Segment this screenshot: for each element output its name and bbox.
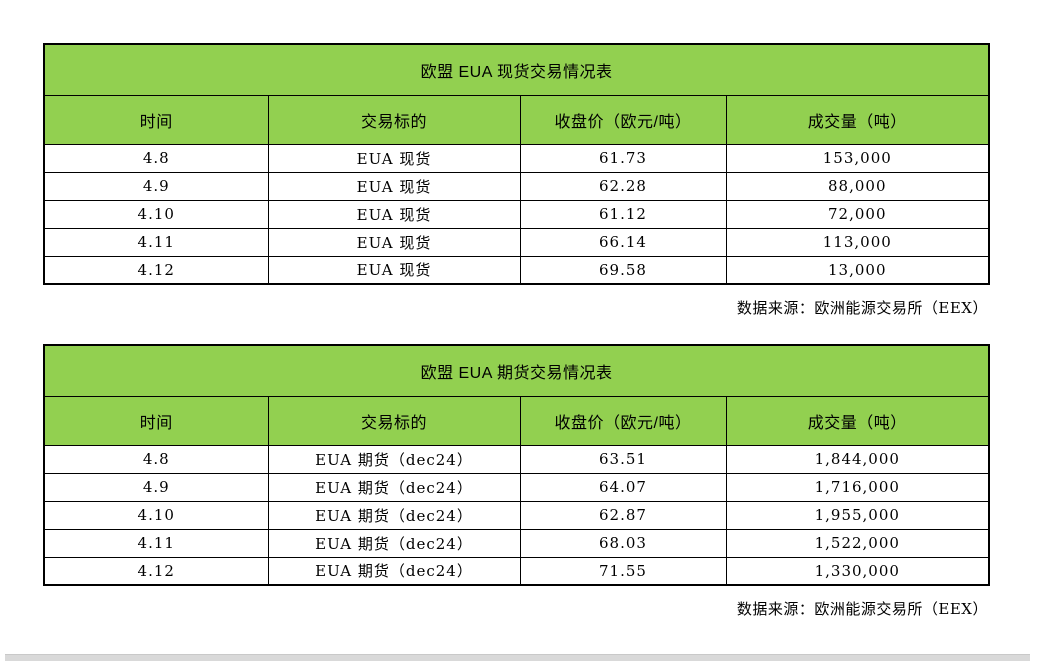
table-cell: EUA 期货（dec24） bbox=[267, 556, 521, 586]
column-header-instrument: 交易标的 bbox=[267, 395, 521, 446]
futures-table-header-row: 时间 交易标的 收盘价（欧元/吨） 成交量（吨） bbox=[43, 395, 990, 446]
table-cell: 1,522,000 bbox=[725, 528, 990, 558]
table-row: 4.12 EUA 期货（dec24） 71.55 1,330,000 bbox=[43, 556, 990, 586]
table-cell: EUA 现货 bbox=[267, 227, 521, 257]
table-cell: 64.07 bbox=[519, 472, 727, 502]
table-cell: 62.28 bbox=[519, 171, 727, 201]
table-cell: EUA 期货（dec24） bbox=[267, 528, 521, 558]
source-note: 数据来源：欧洲能源交易所（EEX） bbox=[736, 299, 988, 317]
column-header-volume: 成交量（吨） bbox=[725, 94, 990, 145]
table-cell: 4.8 bbox=[43, 143, 269, 173]
spot-table-header-row: 时间 交易标的 收盘价（欧元/吨） 成交量（吨） bbox=[43, 94, 990, 145]
table-row: 4.8 EUA 期货（dec24） 63.51 1,844,000 bbox=[43, 444, 990, 474]
futures-table-body: 4.8 EUA 期货（dec24） 63.51 1,844,000 4.9 EUA 期货（… bbox=[43, 444, 990, 586]
table-cell: 72,000 bbox=[725, 199, 990, 229]
column-header-close-price: 收盘价（欧元/吨） bbox=[519, 395, 727, 446]
table-cell: 61.73 bbox=[519, 143, 727, 173]
table-cell: 4.11 bbox=[43, 227, 269, 257]
table-cell: 4.12 bbox=[43, 556, 269, 586]
table-row: 4.9 EUA 期货（dec24） 64.07 1,716,000 bbox=[43, 472, 990, 502]
column-header-volume: 成交量（吨） bbox=[725, 395, 990, 446]
spot-table-section: 欧盟 EUA 现货交易情况表 时间 交易标的 收盘价（欧元/吨） 成交量（吨） … bbox=[43, 43, 991, 319]
table-cell: 1,716,000 bbox=[725, 472, 990, 502]
table-cell: EUA 现货 bbox=[267, 199, 521, 229]
futures-table-section: 欧盟 EUA 期货交易情况表 时间 交易标的 收盘价（欧元/吨） 成交量（吨） … bbox=[43, 344, 991, 620]
table-cell: 4.9 bbox=[43, 472, 269, 502]
column-header-time: 时间 bbox=[43, 395, 269, 446]
table-cell: 1,330,000 bbox=[725, 556, 990, 586]
source-note: 数据来源：欧洲能源交易所（EEX） bbox=[736, 600, 988, 618]
table-cell: EUA 期货（dec24） bbox=[267, 444, 521, 474]
futures-table-title-row: 欧盟 EUA 期货交易情况表 bbox=[43, 344, 990, 397]
table-row: 4.9 EUA 现货 62.28 88,000 bbox=[43, 171, 990, 201]
table-cell: EUA 现货 bbox=[267, 255, 521, 285]
table-row: 4.11 EUA 期货（dec24） 68.03 1,522,000 bbox=[43, 528, 990, 558]
table-row: 4.11 EUA 现货 66.14 113,000 bbox=[43, 227, 990, 257]
table-cell: 4.10 bbox=[43, 199, 269, 229]
table-cell: 71.55 bbox=[519, 556, 727, 586]
table-cell: EUA 现货 bbox=[267, 143, 521, 173]
table-cell: 1,844,000 bbox=[725, 444, 990, 474]
column-header-instrument: 交易标的 bbox=[267, 94, 521, 145]
horizontal-scrollbar[interactable] bbox=[5, 654, 1030, 661]
column-header-close-price: 收盘价（欧元/吨） bbox=[519, 94, 727, 145]
table-cell: 61.12 bbox=[519, 199, 727, 229]
table-cell: 113,000 bbox=[725, 227, 990, 257]
spot-table-title-row: 欧盟 EUA 现货交易情况表 bbox=[43, 43, 990, 96]
table-row: 4.8 EUA 现货 61.73 153,000 bbox=[43, 143, 990, 173]
table-cell: 63.51 bbox=[519, 444, 727, 474]
table-row: 4.12 EUA 现货 69.58 13,000 bbox=[43, 255, 990, 285]
document-page: 欧盟 EUA 现货交易情况表 时间 交易标的 收盘价（欧元/吨） 成交量（吨） … bbox=[43, 43, 991, 620]
spot-table-head: 欧盟 EUA 现货交易情况表 时间 交易标的 收盘价（欧元/吨） 成交量（吨） bbox=[43, 43, 990, 145]
table-cell: 68.03 bbox=[519, 528, 727, 558]
table-cell: 4.11 bbox=[43, 528, 269, 558]
table-cell: 69.58 bbox=[519, 255, 727, 285]
table-row: 4.10 EUA 现货 61.12 72,000 bbox=[43, 199, 990, 229]
table-cell: 62.87 bbox=[519, 500, 727, 530]
table-cell: EUA 期货（dec24） bbox=[267, 500, 521, 530]
table-cell: 4.12 bbox=[43, 255, 269, 285]
table-cell: 13,000 bbox=[725, 255, 990, 285]
futures-table-head: 欧盟 EUA 期货交易情况表 时间 交易标的 收盘价（欧元/吨） 成交量（吨） bbox=[43, 344, 990, 446]
table-row: 4.10 EUA 期货（dec24） 62.87 1,955,000 bbox=[43, 500, 990, 530]
futures-trading-table: 欧盟 EUA 期货交易情况表 时间 交易标的 收盘价（欧元/吨） 成交量（吨） … bbox=[43, 344, 991, 586]
table-cell: EUA 期货（dec24） bbox=[267, 472, 521, 502]
table-cell: 4.10 bbox=[43, 500, 269, 530]
spot-table-title: 欧盟 EUA 现货交易情况表 bbox=[43, 43, 990, 96]
spot-table-body: 4.8 EUA 现货 61.73 153,000 4.9 EUA 现货 62.28 88,00… bbox=[43, 143, 990, 285]
futures-table-title: 欧盟 EUA 期货交易情况表 bbox=[43, 344, 990, 397]
table-cell: 153,000 bbox=[725, 143, 990, 173]
table-cell: 1,955,000 bbox=[725, 500, 990, 530]
table-cell: EUA 现货 bbox=[267, 171, 521, 201]
table-cell: 4.9 bbox=[43, 171, 269, 201]
table-cell: 88,000 bbox=[725, 171, 990, 201]
column-header-time: 时间 bbox=[43, 94, 269, 145]
spot-trading-table: 欧盟 EUA 现货交易情况表 时间 交易标的 收盘价（欧元/吨） 成交量（吨） … bbox=[43, 43, 991, 285]
table-cell: 4.8 bbox=[43, 444, 269, 474]
table-cell: 66.14 bbox=[519, 227, 727, 257]
